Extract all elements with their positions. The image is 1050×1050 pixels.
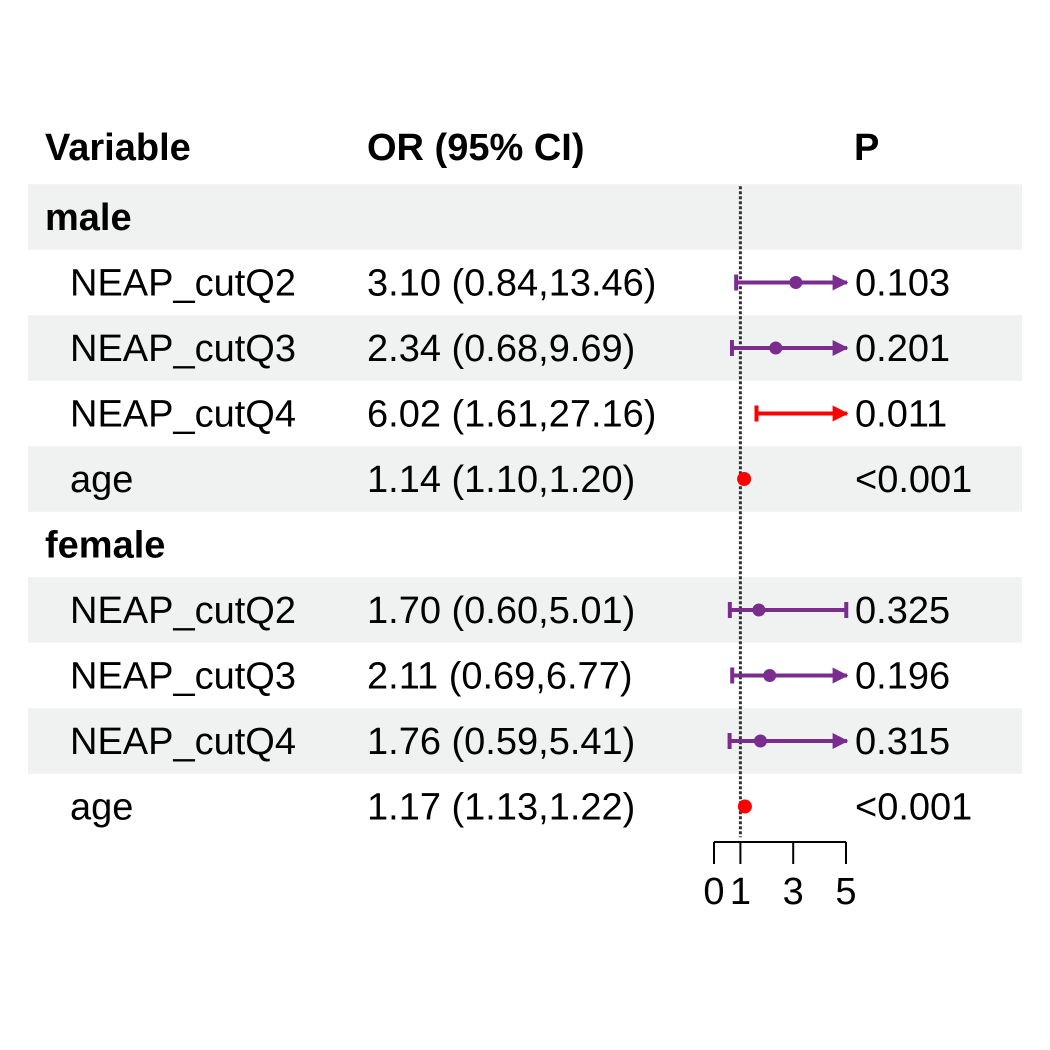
table-row: NEAP_cutQ2 1.70 (0.60,5.01) 0.325 xyxy=(70,590,950,632)
point-estimate xyxy=(737,472,752,486)
row-band xyxy=(28,446,1022,512)
header-variable: Variable xyxy=(45,127,191,169)
or-ci-value: 3.10 (0.84,13.46) xyxy=(367,263,656,305)
variable-label: NEAP_cutQ3 xyxy=(70,656,296,698)
table-row: NEAP_cutQ4 1.76 (0.59,5.41) 0.315 xyxy=(70,721,950,763)
ci-mark xyxy=(727,602,849,618)
row-band xyxy=(28,577,1022,643)
table-row: age 1.14 (1.10,1.20) <0.001 xyxy=(70,459,972,501)
variable-label: NEAP_cutQ4 xyxy=(70,721,296,763)
row-band xyxy=(28,708,1022,774)
or-ci-value: 1.70 (0.60,5.01) xyxy=(367,590,635,632)
p-value: 0.201 xyxy=(855,328,950,370)
x-tick-label: 1 xyxy=(730,871,751,913)
point-estimate xyxy=(789,276,803,289)
point-estimate xyxy=(737,799,752,814)
table-row: NEAP_cutQ2 3.10 (0.84,13.46) 0.103 xyxy=(70,263,950,305)
x-tick-label: 0 xyxy=(703,871,724,913)
point-estimate xyxy=(753,734,767,748)
ci-mark xyxy=(737,799,752,814)
ci-mark xyxy=(727,733,849,749)
variable-label: NEAP_cutQ4 xyxy=(70,394,296,436)
group-label: female xyxy=(45,525,165,567)
ci-mark xyxy=(734,274,849,291)
row-band xyxy=(28,315,1022,381)
or-ci-value: 2.11 (0.69,6.77) xyxy=(367,656,632,698)
ci-mark xyxy=(730,667,849,684)
p-value: 0.011 xyxy=(855,394,947,436)
header-p: P xyxy=(854,127,879,169)
variable-label: NEAP_cutQ3 xyxy=(70,328,296,370)
p-value: 0.196 xyxy=(855,656,950,698)
row-bands xyxy=(28,184,1022,774)
variable-label: age xyxy=(70,787,133,829)
variable-label: NEAP_cutQ2 xyxy=(70,263,296,305)
variable-label: age xyxy=(70,459,133,501)
ci-mark xyxy=(737,472,752,486)
ci-marks xyxy=(727,274,849,814)
table-row: NEAP_cutQ3 2.11 (0.69,6.77) 0.196 xyxy=(70,656,950,698)
header-or: OR (95% CI) xyxy=(367,127,584,169)
table-row: NEAP_cutQ4 6.02 (1.61,27.16) 0.011 xyxy=(70,394,947,436)
or-ci-value: 2.34 (0.68,9.69) xyxy=(367,328,635,370)
row-band xyxy=(28,184,1022,250)
or-ci-value: 6.02 (1.61,27.16) xyxy=(367,394,656,436)
ci-mark xyxy=(754,405,849,422)
group-label: male xyxy=(45,197,132,239)
or-ci-value: 1.17 (1.13,1.22) xyxy=(367,787,635,829)
p-value: <0.001 xyxy=(855,787,972,829)
header-row: Variable OR (95% CI) P xyxy=(45,127,879,169)
ci-mark xyxy=(729,340,849,356)
table-row: age 1.17 (1.13,1.22) <0.001 xyxy=(70,787,972,829)
point-estimate xyxy=(763,669,777,682)
p-value: 0.325 xyxy=(855,590,950,632)
point-estimate xyxy=(769,341,783,355)
table-row: NEAP_cutQ3 2.34 (0.68,9.69) 0.201 xyxy=(70,328,950,370)
p-value: 0.103 xyxy=(855,263,950,305)
p-value: 0.315 xyxy=(855,721,950,763)
point-estimate xyxy=(752,603,766,617)
or-ci-value: 1.76 (0.59,5.41) xyxy=(367,721,635,763)
x-tick-label: 3 xyxy=(783,871,804,913)
x-tick-label: 5 xyxy=(835,871,856,913)
or-ci-value: 1.14 (1.10,1.20) xyxy=(367,459,635,501)
p-value: <0.001 xyxy=(855,459,972,501)
variable-label: NEAP_cutQ2 xyxy=(70,590,296,632)
